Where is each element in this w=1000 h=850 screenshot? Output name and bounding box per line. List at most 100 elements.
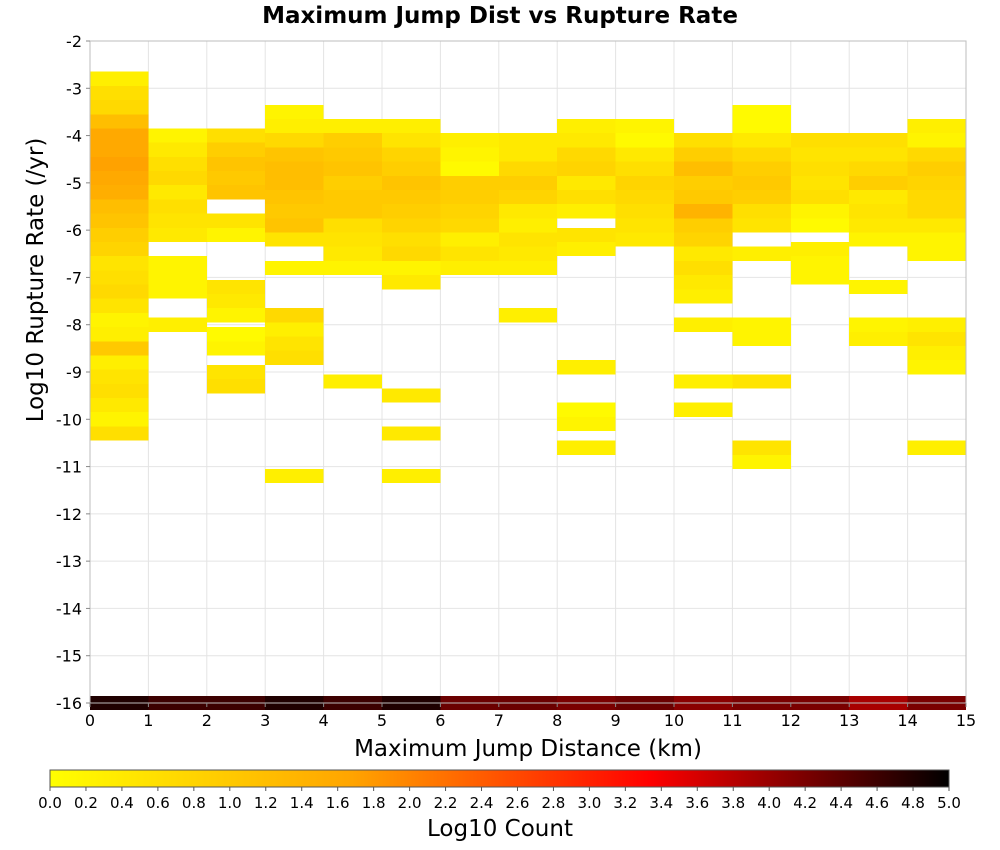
heatmap-cell	[615, 161, 674, 176]
colorbar-tick-label: 0.8	[182, 794, 206, 812]
heatmap-cell	[323, 246, 382, 261]
heatmap-cell	[440, 133, 499, 148]
heatmap-cell	[498, 232, 558, 247]
x-tick-label: 2	[202, 711, 212, 730]
heatmap-cell	[382, 232, 441, 247]
heatmap-cell	[323, 147, 382, 162]
heatmap-cell	[498, 133, 558, 148]
heatmap-cell	[90, 256, 149, 271]
heatmap-cell	[90, 284, 149, 299]
colorbar-tick-label: 1.4	[290, 794, 314, 812]
heatmap-cell	[90, 114, 149, 129]
heatmap-cell	[557, 133, 616, 148]
y-tick-label: -5	[66, 174, 82, 193]
heatmap-cell	[849, 133, 908, 148]
heatmap-cell	[674, 232, 733, 247]
heatmap-cell	[907, 133, 966, 148]
heatmap-cell	[849, 218, 908, 233]
y-axis-ticks: -2 -3 -4 -5 -6 -7 -8 -9 -10 -11 -12 -13 -14 -15 -16	[56, 32, 90, 713]
y-tick-label: -8	[66, 316, 82, 335]
heatmap-cell	[265, 119, 324, 134]
x-tick-label: 11	[722, 711, 742, 730]
heatmap-cell	[148, 317, 207, 332]
heatmap-cell	[849, 331, 908, 346]
heatmap-cell	[323, 119, 382, 134]
heatmap-cell	[148, 142, 207, 157]
heatmap-cell	[265, 218, 324, 233]
x-tick-label: 9	[611, 711, 621, 730]
x-tick-label: 4	[319, 711, 329, 730]
heatmap-cell	[498, 308, 558, 323]
heatmap-cell	[206, 364, 266, 380]
heatmap-cell	[674, 374, 733, 389]
heatmap-cell	[382, 218, 441, 233]
heatmap-cell	[498, 175, 558, 190]
heatmap-cell	[90, 100, 149, 115]
y-tick-label: -6	[66, 221, 82, 240]
colorbar-ticks: 0.0 0.2 0.4 0.6 0.8 1.0 1.2 1.4 1.6 1.8 2.0 2.2 2.4 2…	[38, 787, 961, 812]
heatmap-cell	[615, 218, 674, 233]
heatmap-cell	[907, 175, 966, 190]
heatmap-cell	[382, 275, 441, 290]
heatmap-cell	[907, 345, 966, 361]
heatmap-cell	[790, 218, 850, 233]
heatmap-cell	[265, 260, 324, 276]
heatmap-cell	[265, 133, 324, 148]
heatmap-cell	[148, 256, 207, 271]
heatmap-cell	[382, 119, 441, 134]
heatmap-cell	[265, 308, 324, 323]
heatmap-cell	[90, 85, 149, 101]
heatmap-cell	[849, 147, 908, 162]
heatmap-cell	[732, 331, 791, 346]
heatmap-cell	[907, 119, 966, 134]
colorbar-tick-label: 3.2	[613, 794, 637, 812]
heatmap-cell	[732, 189, 791, 205]
heatmap-cell	[382, 388, 441, 403]
colorbar-tick-label: 2.4	[470, 794, 494, 812]
heatmap-cell	[148, 128, 207, 143]
y-tick-label: -3	[66, 79, 82, 98]
heatmap-cell	[732, 454, 791, 469]
heatmap-cell	[440, 161, 499, 176]
heatmap-cell	[849, 189, 908, 205]
heatmap-cell	[615, 147, 674, 162]
heatmap-cell	[90, 71, 149, 86]
heatmap-cell	[90, 171, 149, 186]
y-tick-label: -13	[56, 552, 82, 571]
heatmap-cell	[498, 189, 558, 205]
heatmap-cell	[206, 185, 266, 200]
heatmap-cell	[148, 270, 207, 285]
heatmap-cell	[90, 142, 149, 157]
heatmap-cell	[732, 317, 791, 332]
y-tick-label: -4	[66, 127, 82, 146]
heatmap-cell	[206, 341, 266, 356]
heatmap-cell	[440, 175, 499, 190]
heatmap-cell	[674, 260, 733, 276]
heatmap-cell	[790, 256, 850, 271]
heatmap-cell	[907, 331, 966, 346]
heatmap-cell	[382, 468, 441, 484]
heatmap-cell	[265, 175, 324, 190]
heatmap-cell	[557, 147, 616, 162]
heatmap-cell	[265, 161, 324, 176]
heatmap-cell	[206, 227, 266, 242]
heatmap-cell	[382, 161, 441, 176]
heatmap-cell	[674, 289, 733, 304]
heatmap-cell	[907, 147, 966, 162]
heatmap-cell	[907, 189, 966, 205]
heatmap-cell	[90, 213, 149, 228]
heatmap-cell	[790, 204, 850, 219]
x-tick-label: 5	[377, 711, 387, 730]
heatmap-cell	[674, 189, 733, 205]
heatmap-cell	[849, 175, 908, 190]
heatmap-cell	[557, 204, 616, 219]
heatmap-cell	[849, 161, 908, 176]
heatmap-cell	[849, 279, 908, 294]
heatmap-cell	[206, 379, 266, 394]
heatmap-cell	[90, 227, 149, 242]
heatmap-cell	[674, 204, 733, 219]
heatmap-cell	[615, 175, 674, 190]
heatmap-cell	[674, 275, 733, 290]
y-tick-label: -2	[66, 32, 82, 51]
